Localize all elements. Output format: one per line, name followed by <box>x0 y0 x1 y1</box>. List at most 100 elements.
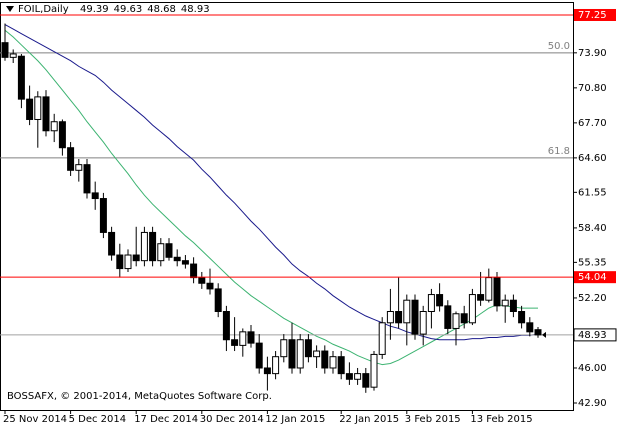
candle-body <box>222 311 230 341</box>
candle-body <box>411 299 419 335</box>
candle-body <box>272 356 280 375</box>
candle-body <box>321 350 329 369</box>
candle-body <box>34 96 42 120</box>
price-label: 54.04 <box>578 272 607 283</box>
candle-body <box>165 243 173 258</box>
candle-body <box>345 373 353 380</box>
candle-body <box>362 373 370 388</box>
candle-body <box>370 353 378 388</box>
candle-body <box>206 282 214 290</box>
candle-body <box>395 311 403 324</box>
candle-body <box>140 231 148 262</box>
collapse-icon <box>6 6 14 12</box>
candle-body <box>403 299 411 324</box>
candle-body <box>526 322 534 333</box>
candle-body <box>386 311 394 324</box>
candle-body <box>518 311 526 324</box>
x-tick-label: 5 Dec 2014 <box>69 414 127 425</box>
candle-body <box>83 164 91 194</box>
candle-body <box>26 98 34 120</box>
candle-body <box>116 254 124 270</box>
candle-body <box>231 339 239 346</box>
y-tick-label: 64.60 <box>578 153 607 164</box>
y-tick-label: 42.90 <box>578 398 607 409</box>
candle-body <box>17 55 25 100</box>
price-label-box <box>573 328 617 342</box>
candle-body <box>198 277 206 284</box>
candle-body <box>9 53 17 58</box>
x-tick-label: 30 Dec 2014 <box>200 414 264 425</box>
x-tick-label: 3 Feb 2015 <box>405 414 461 425</box>
candle-body <box>99 198 107 233</box>
candle-body <box>149 231 157 262</box>
price-label-box <box>574 271 616 284</box>
candle-body <box>1 42 9 58</box>
candle-body <box>436 294 444 307</box>
candle-body <box>460 313 468 324</box>
level-label: 50.0 <box>548 41 570 52</box>
y-tick-label: 55.35 <box>578 257 607 268</box>
candle-body <box>91 192 99 200</box>
y-tick-label: 46.00 <box>578 363 607 374</box>
header-low: 48.68 <box>147 4 176 15</box>
candle-body <box>468 294 476 324</box>
y-tick-label: 73.90 <box>578 48 607 59</box>
candle-body <box>239 331 247 346</box>
candle-body <box>263 367 271 375</box>
price-label-box <box>574 8 616 21</box>
header-high: 49.63 <box>114 4 143 15</box>
header-close: 48.93 <box>181 4 210 15</box>
header-open: 49.39 <box>80 4 109 15</box>
x-tick-label: 17 Dec 2014 <box>134 414 198 425</box>
candle-body <box>132 254 140 262</box>
moving-average <box>4 29 538 366</box>
y-tick-label: 67.70 <box>578 118 607 129</box>
candle-body <box>58 121 66 149</box>
candle-body <box>255 342 263 369</box>
current-price-label: 48.93 <box>578 330 607 341</box>
candle-body <box>50 121 58 132</box>
candle-body <box>485 277 493 301</box>
candle-body <box>501 299 509 307</box>
candle-body <box>329 356 337 369</box>
candle-body <box>337 356 345 375</box>
candle-body <box>419 311 427 335</box>
candle-body <box>378 322 386 355</box>
candle-body <box>509 299 517 313</box>
y-tick-label: 61.55 <box>578 187 607 198</box>
candle-body <box>157 243 165 262</box>
candle-body <box>354 373 362 380</box>
candle-body <box>288 339 296 369</box>
candle-body <box>427 294 435 313</box>
candle-body <box>452 313 460 329</box>
candle-body <box>313 350 321 358</box>
candle-body <box>493 277 501 307</box>
candle-body <box>280 339 288 358</box>
candle-body <box>247 331 255 344</box>
candle-body <box>75 164 83 171</box>
candle-body <box>190 263 198 279</box>
candle-body <box>173 256 181 262</box>
candle-body <box>534 329 542 336</box>
candle-body <box>67 147 75 171</box>
watermark: BOSSAFX, © 2001-2014, MetaQuotes Softwar… <box>7 391 272 402</box>
candle-body <box>181 260 189 265</box>
candle-body <box>444 305 452 329</box>
candle-body <box>477 294 485 301</box>
price-label: 77.25 <box>578 10 607 21</box>
y-tick-label: 70.80 <box>578 83 607 94</box>
x-tick-label: 13 Feb 2015 <box>470 414 532 425</box>
candle-body <box>214 288 222 313</box>
x-tick-label: 25 Nov 2014 <box>3 414 67 425</box>
current-marker <box>542 331 546 338</box>
level-label: 61.8 <box>548 146 570 157</box>
candle-body <box>296 339 304 369</box>
candle-body <box>108 231 116 256</box>
chart-title: FOIL,Daily <box>18 4 69 15</box>
y-tick-label: 52.20 <box>578 293 607 304</box>
moving-average <box>4 24 539 341</box>
y-tick-label: 58.40 <box>578 223 607 234</box>
candle-body <box>124 254 132 270</box>
candle-body <box>42 96 50 132</box>
